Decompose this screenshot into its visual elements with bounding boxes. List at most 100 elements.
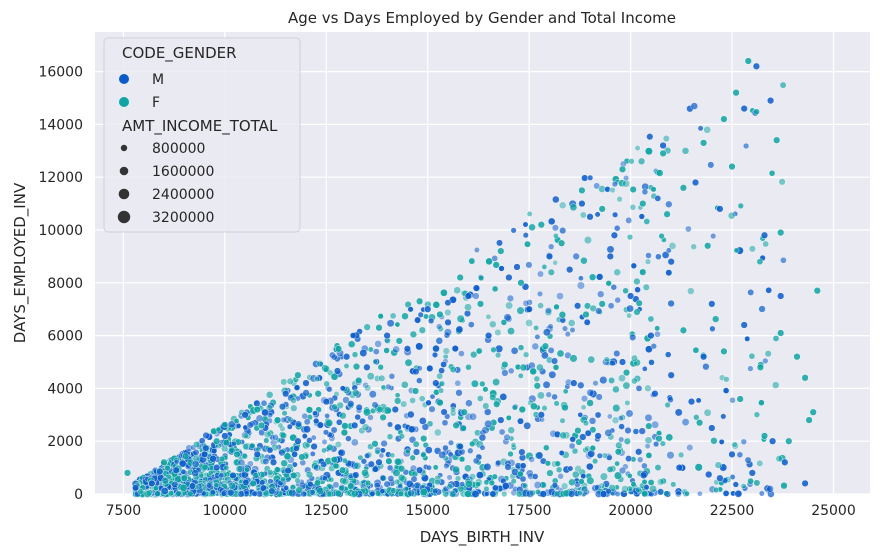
data-point (577, 381, 585, 389)
data-point (335, 418, 343, 426)
data-point (372, 465, 379, 473)
data-point-m (667, 258, 675, 266)
y-tick-label: 10000 (38, 223, 83, 239)
data-point (242, 479, 250, 486)
data-point (361, 423, 370, 432)
data-point (479, 380, 486, 388)
data-point (394, 321, 401, 328)
data-point-m (545, 252, 554, 261)
data-point (221, 445, 229, 453)
data-point (780, 256, 787, 264)
data-point (171, 481, 179, 488)
data-point (281, 410, 288, 417)
data-point (723, 376, 730, 383)
data-point-m (282, 390, 290, 398)
data-point (351, 351, 359, 358)
data-point (446, 474, 453, 481)
data-point-f (699, 139, 708, 147)
data-point (577, 411, 584, 418)
data-point (567, 490, 576, 498)
data-point (747, 288, 755, 296)
data-point (629, 185, 637, 193)
data-point (442, 444, 449, 452)
data-point (301, 412, 309, 420)
data-point (740, 438, 747, 445)
data-point-m (768, 437, 777, 445)
data-point (432, 351, 439, 358)
data-point (537, 302, 544, 309)
data-point (522, 482, 529, 489)
chart-title: Age vs Days Employed by Gender and Total… (288, 9, 676, 27)
data-point-m (294, 437, 302, 445)
data-point (350, 489, 359, 498)
data-point (505, 301, 513, 310)
data-point (635, 299, 643, 307)
data-point (132, 484, 140, 492)
data-point (623, 437, 631, 445)
data-point (352, 363, 361, 371)
data-point (599, 472, 608, 481)
data-point (654, 325, 661, 332)
data-point (665, 351, 672, 358)
data-point (662, 135, 670, 143)
data-point (553, 303, 560, 311)
data-point-f (618, 165, 627, 173)
data-point-m (716, 205, 724, 213)
data-point (326, 386, 333, 393)
legend-size-marker-3200000 (117, 210, 131, 224)
data-point (354, 413, 361, 421)
data-point (435, 337, 443, 345)
data-point-f (253, 405, 261, 414)
data-point (293, 384, 301, 391)
data-point (637, 157, 646, 165)
data-point (367, 414, 374, 421)
data-point (605, 280, 612, 287)
data-point (596, 452, 603, 459)
data-point (552, 195, 560, 204)
data-point (438, 387, 445, 394)
y-tick-label: 2000 (47, 434, 83, 450)
data-point (352, 471, 360, 479)
data-point (167, 490, 175, 497)
data-point-m (200, 450, 209, 459)
data-point (470, 351, 478, 359)
data-point (712, 315, 720, 323)
data-point-f (290, 471, 298, 480)
data-point (609, 187, 616, 194)
data-point (645, 345, 653, 354)
data-point (323, 380, 330, 388)
data-point (429, 393, 436, 400)
data-point (221, 421, 229, 429)
data-point (744, 456, 752, 464)
data-point (762, 240, 770, 248)
data-point (656, 169, 664, 177)
data-point (533, 324, 539, 331)
data-point (544, 308, 553, 317)
data-point (458, 350, 465, 357)
data-point (494, 328, 502, 336)
data-point-f (720, 347, 728, 356)
data-point (355, 403, 363, 411)
data-point (268, 487, 276, 495)
data-point (394, 397, 402, 405)
data-point (593, 182, 601, 190)
data-point (322, 365, 330, 373)
data-point (432, 487, 439, 495)
data-point (518, 405, 526, 414)
data-point (432, 464, 439, 471)
data-point (543, 328, 551, 337)
data-point (339, 385, 346, 392)
legend-hue-title: CODE_GENDER (122, 44, 237, 63)
data-point (156, 468, 164, 476)
data-point (525, 319, 533, 327)
data-point (377, 313, 384, 320)
data-point (374, 448, 381, 455)
data-point-f (436, 310, 444, 319)
data-point (407, 306, 414, 313)
data-point (359, 349, 368, 357)
data-point (379, 488, 386, 495)
data-point (397, 490, 404, 497)
data-point (765, 286, 773, 294)
data-point (648, 359, 655, 366)
data-point (367, 346, 374, 353)
